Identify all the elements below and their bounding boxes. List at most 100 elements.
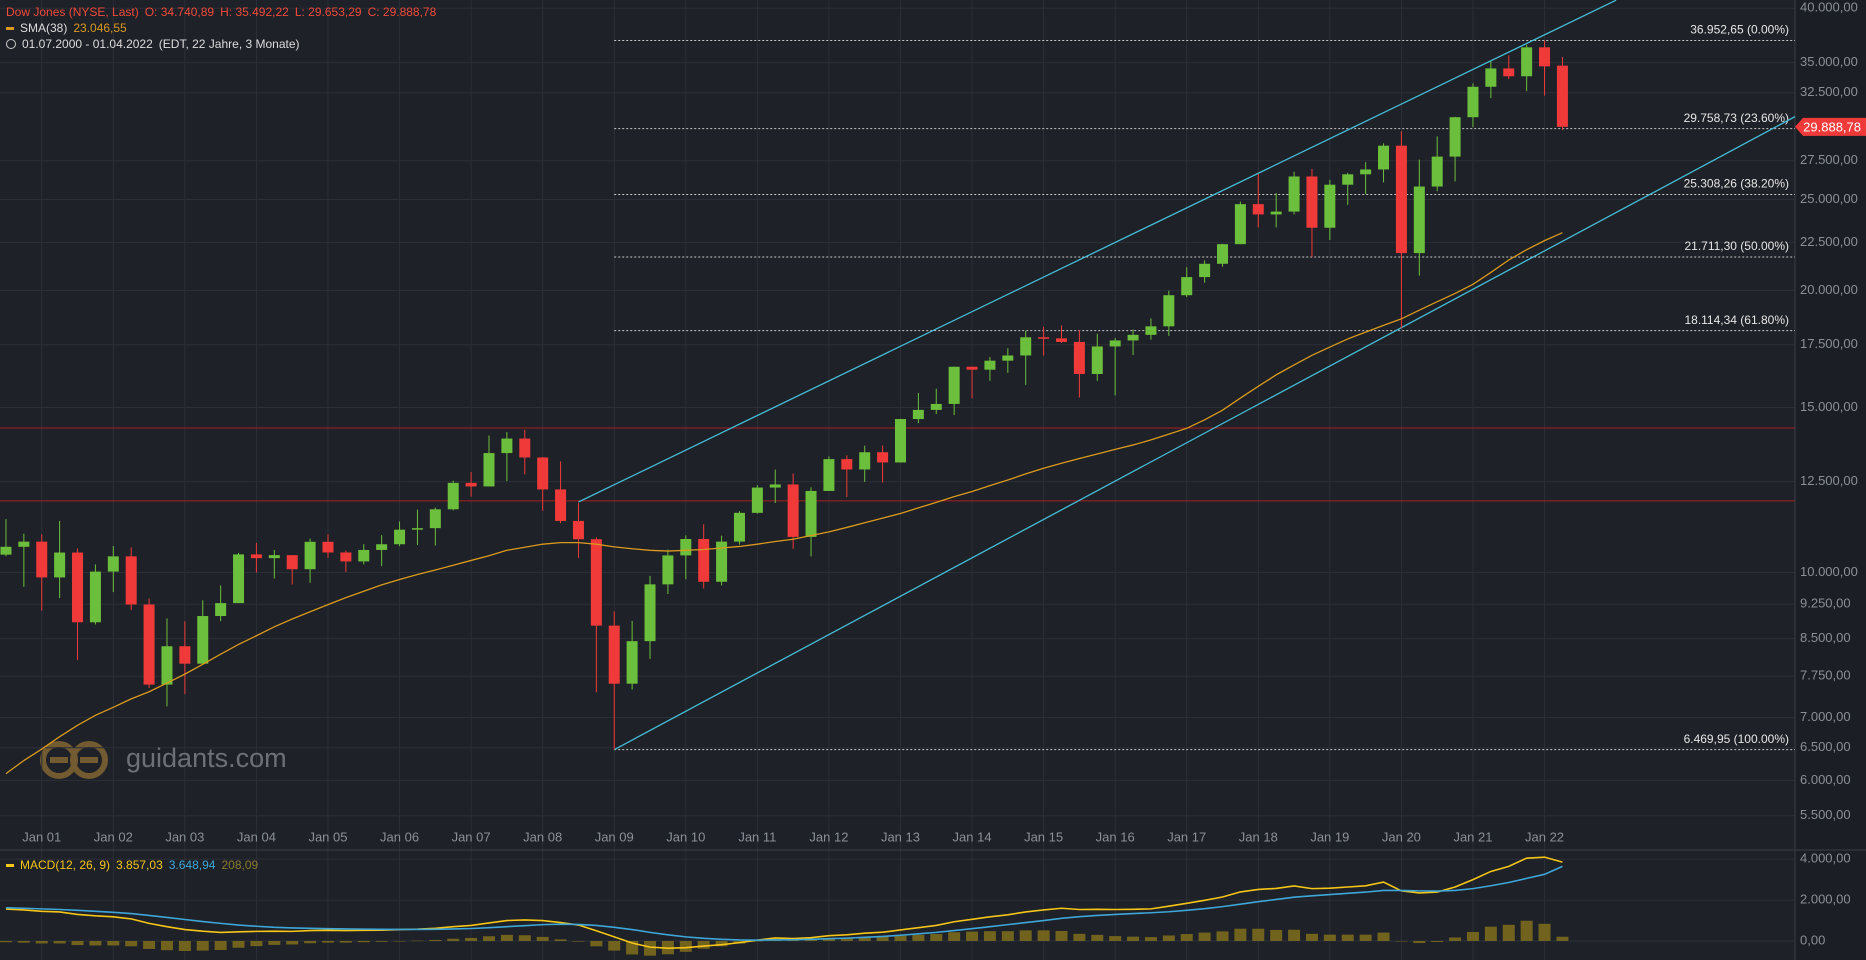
- histogram-bar: [1305, 933, 1318, 941]
- header-sma: SMA(38) 23.046,55: [6, 21, 127, 35]
- macd-line: [5, 856, 1563, 949]
- y-tick-label: 32.500,00: [1800, 84, 1858, 99]
- fib-label: 6.469,95 (100.00%): [1684, 732, 1789, 746]
- candle-body: [859, 452, 871, 470]
- histogram-bar: [214, 940, 227, 950]
- y-tick-label: 12.500,00: [1800, 473, 1858, 488]
- histogram-bar: [1377, 932, 1390, 941]
- y-tick-label: 25.000,00: [1800, 191, 1858, 206]
- candle-body: [1342, 174, 1354, 185]
- candle-body: [501, 438, 513, 454]
- histogram-bar: [447, 938, 460, 941]
- candle-body: [268, 555, 280, 559]
- histogram-bar: [1198, 932, 1211, 941]
- histogram-bar: [536, 936, 549, 941]
- histogram-bar: [590, 940, 603, 947]
- y-tick-label: 17.500,00: [1800, 336, 1858, 351]
- legend-swatch: [6, 26, 14, 30]
- last-price-label: 29.888,78: [1803, 119, 1861, 134]
- histogram-bar: [1109, 936, 1122, 941]
- fib-label: 21.711,30 (50.00%): [1684, 239, 1789, 253]
- candle-body: [322, 541, 334, 553]
- histogram-bar: [518, 935, 531, 941]
- histogram-bar: [1413, 940, 1426, 944]
- candle-body: [1556, 65, 1568, 127]
- histogram-bar: [250, 940, 263, 947]
- y-tick-label: 10.000,00: [1800, 564, 1858, 579]
- candle-body: [304, 541, 316, 570]
- sma-line: [5, 232, 1563, 775]
- candle-body: [340, 552, 352, 562]
- candle-body: [1378, 145, 1390, 170]
- candle-body: [733, 512, 745, 542]
- histogram-bar: [393, 940, 406, 942]
- histogram-bar: [196, 940, 209, 951]
- candle-body: [590, 539, 602, 626]
- sma-name: SMA(38): [20, 21, 68, 35]
- histogram-bar: [1162, 935, 1175, 941]
- candle-body: [0, 546, 12, 555]
- y-tick-label: 35.000,00: [1800, 54, 1858, 69]
- candle-body: [698, 539, 710, 582]
- candle-body: [877, 452, 889, 463]
- x-tick-label: Jan 14: [953, 829, 992, 844]
- x-tick-label: Jan 02: [94, 829, 133, 844]
- candle-body: [1288, 176, 1300, 212]
- candle-body: [984, 360, 996, 370]
- y-tick-label: 0,00: [1800, 932, 1825, 947]
- y-tick-label: 5.500,00: [1800, 807, 1851, 822]
- x-tick-label: Jan 12: [809, 829, 848, 844]
- candle-body: [1503, 68, 1515, 77]
- x-tick-label: Jan 19: [1310, 829, 1349, 844]
- x-tick-label: Jan 04: [237, 829, 276, 844]
- fib-label: 29.758,73 (23.60%): [1684, 111, 1789, 125]
- x-tick-label: Jan 15: [1024, 829, 1063, 844]
- open-label: O: 34.740,89: [144, 5, 215, 19]
- watermark: guidants.com: [126, 743, 287, 773]
- y-tick-label: 20.000,00: [1800, 282, 1858, 297]
- candle-body: [1020, 337, 1032, 356]
- candle-body: [394, 529, 406, 545]
- candle-body: [1199, 263, 1211, 278]
- candle-body: [805, 490, 817, 537]
- histogram-bar: [751, 940, 764, 942]
- histogram-bar: [268, 940, 281, 945]
- histogram-bar: [304, 940, 317, 944]
- candle-body: [555, 489, 567, 521]
- histogram-bar: [1484, 926, 1497, 941]
- trend-line: [578, 0, 1617, 503]
- histogram-bar: [1466, 931, 1479, 941]
- candle-body: [519, 438, 531, 458]
- histogram-bar: [554, 939, 567, 941]
- candle-body: [1306, 176, 1318, 228]
- histogram-bar: [465, 937, 478, 941]
- histogram-bar: [840, 937, 853, 941]
- histogram-bar: [339, 940, 352, 943]
- candle-body: [1324, 184, 1336, 228]
- histogram-bar: [1520, 920, 1533, 941]
- candle-body: [966, 366, 978, 370]
- candle-body: [948, 366, 960, 404]
- candle-body: [769, 484, 781, 488]
- histogram-bar: [71, 940, 84, 946]
- candle-body: [89, 571, 101, 623]
- candle-body: [1431, 156, 1443, 187]
- candle-body: [1109, 340, 1121, 347]
- histogram-bar: [572, 940, 585, 942]
- histogram-bar: [966, 931, 979, 941]
- histogram-bar: [1270, 929, 1283, 941]
- histogram-bar: [1180, 934, 1193, 941]
- histogram-bar: [35, 940, 48, 944]
- histogram-bar: [321, 940, 334, 943]
- candle-body: [215, 603, 227, 617]
- candle-body: [1163, 295, 1175, 327]
- instrument: Dow Jones (NYSE, Last): [6, 5, 139, 19]
- fib-label: 18.114,34 (61.80%): [1684, 313, 1789, 327]
- histogram-bar: [697, 940, 710, 949]
- candle-body: [18, 541, 30, 547]
- macd-line: [5, 865, 1563, 941]
- y-tick-label: 7.750,00: [1800, 668, 1851, 683]
- histogram-bar: [1037, 930, 1050, 941]
- candle-body: [197, 616, 209, 664]
- histogram-bar: [1538, 923, 1551, 941]
